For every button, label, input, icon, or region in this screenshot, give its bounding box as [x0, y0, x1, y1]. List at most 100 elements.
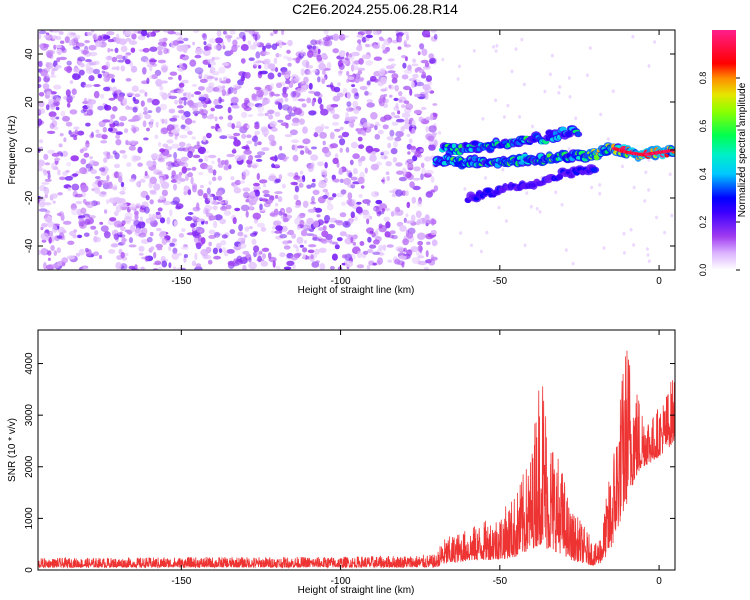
- noise-blob: [370, 163, 379, 171]
- noise-blob: [253, 251, 257, 258]
- noise-blob: [116, 66, 120, 71]
- noise-blob: [53, 84, 62, 90]
- noise-blob: [92, 68, 100, 75]
- y-tick-label: 4000: [24, 352, 35, 375]
- noise-blob: [395, 189, 403, 197]
- noise-blob: [564, 248, 568, 252]
- noise-blob: [52, 166, 59, 171]
- noise-blob: [214, 214, 223, 221]
- noise-blob: [254, 33, 258, 42]
- noise-blob: [308, 90, 316, 94]
- noise-blob: [397, 110, 401, 115]
- noise-blob: [366, 99, 373, 104]
- noise-blob: [203, 254, 212, 260]
- noise-blob: [93, 90, 100, 99]
- noise-blob: [202, 48, 211, 57]
- noise-blob: [340, 178, 344, 183]
- signal-upper: [565, 131, 572, 138]
- noise-blob: [557, 91, 561, 95]
- noise-blob: [210, 107, 215, 112]
- noise-blob: [424, 85, 432, 94]
- noise-blob: [149, 46, 158, 52]
- noise-blob: [158, 38, 166, 43]
- noise-blob: [351, 84, 356, 88]
- noise-blob: [429, 57, 436, 64]
- noise-blob: [256, 172, 260, 181]
- spectrogram-heatmap: [38, 30, 675, 270]
- noise-blob: [287, 172, 295, 177]
- noise-blob: [380, 116, 387, 123]
- noise-blob: [267, 252, 272, 259]
- noise-blob: [252, 231, 259, 235]
- noise-blob: [65, 162, 72, 167]
- noise-blob: [183, 37, 189, 42]
- noise-blob: [310, 154, 319, 161]
- noise-blob: [390, 147, 398, 155]
- noise-blob: [221, 234, 228, 239]
- noise-blob: [201, 33, 207, 39]
- noise-blob: [352, 65, 359, 71]
- noise-blob: [275, 178, 281, 183]
- noise-blob: [94, 187, 101, 194]
- noise-blob: [180, 267, 186, 270]
- noise-blob: [403, 100, 410, 104]
- noise-blob: [55, 97, 62, 102]
- noise-blob: [374, 236, 382, 242]
- noise-blob: [411, 81, 415, 89]
- noise-blob: [531, 124, 534, 129]
- noise-blob: [399, 225, 407, 232]
- noise-blob: [275, 225, 283, 232]
- noise-blob: [113, 196, 121, 202]
- noise-blob: [198, 158, 203, 163]
- noise-blob: [202, 33, 207, 41]
- noise-blob: [218, 116, 224, 120]
- noise-blob: [214, 116, 218, 122]
- noise-blob: [47, 149, 55, 154]
- noise-blob: [307, 150, 312, 155]
- noise-blob: [405, 34, 410, 41]
- noise-blob: [412, 73, 419, 79]
- noise-blob: [518, 115, 522, 119]
- noise-blob: [318, 227, 325, 231]
- noise-blob: [430, 176, 435, 183]
- noise-blob: [387, 70, 396, 74]
- noise-blob: [384, 87, 388, 92]
- noise-blob: [137, 146, 143, 154]
- noise-blob: [409, 88, 413, 96]
- noise-blob: [243, 146, 250, 150]
- noise-blob: [106, 199, 110, 205]
- noise-blob: [191, 260, 197, 267]
- noise-blob: [162, 30, 170, 33]
- noise-blob: [441, 57, 445, 62]
- noise-blob: [151, 74, 158, 80]
- noise-blob: [47, 257, 51, 261]
- noise-blob: [494, 49, 498, 53]
- noise-blob: [357, 70, 363, 75]
- noise-blob: [407, 151, 411, 155]
- noise-blob: [144, 91, 148, 97]
- noise-blob: [100, 191, 107, 195]
- noise-blob: [170, 179, 178, 183]
- noise-blob: [109, 217, 117, 222]
- noise-blob: [233, 87, 238, 95]
- noise-blob: [222, 85, 226, 89]
- noise-blob: [43, 202, 52, 206]
- noise-blob: [365, 145, 374, 153]
- noise-blob: [119, 150, 126, 154]
- noise-blob: [328, 196, 334, 201]
- noise-blob: [296, 145, 305, 149]
- noise-blob: [208, 168, 214, 174]
- noise-blob: [389, 230, 396, 235]
- noise-blob: [160, 64, 169, 72]
- noise-blob: [431, 218, 435, 226]
- y-tick-label: 2000: [24, 455, 35, 478]
- x-tick-label: -100: [331, 276, 351, 287]
- noise-blob: [206, 187, 211, 195]
- noise-blob: [90, 225, 97, 230]
- noise-blob: [418, 260, 427, 266]
- noise-blob: [263, 202, 271, 208]
- noise-blob: [110, 243, 119, 248]
- noise-blob: [310, 201, 316, 205]
- noise-blob: [171, 30, 175, 35]
- noise-blob: [362, 122, 371, 128]
